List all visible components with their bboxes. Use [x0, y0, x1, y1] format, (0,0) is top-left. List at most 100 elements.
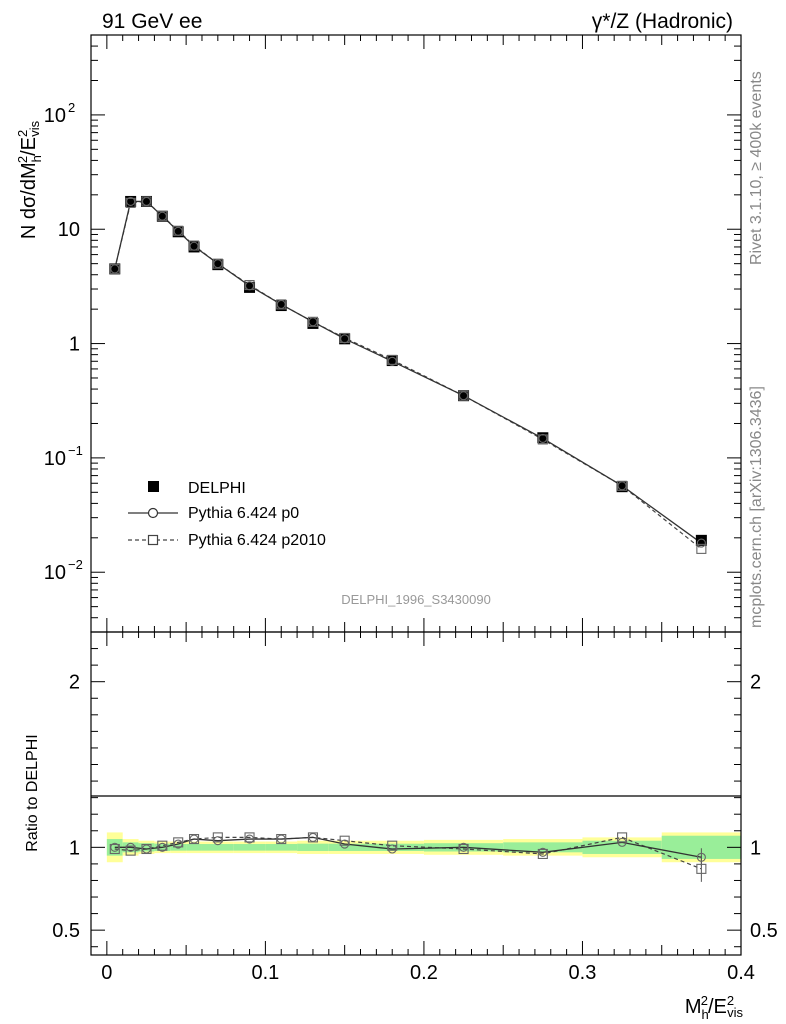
ratio-p2010-point	[125, 845, 136, 856]
ratio-p0-point	[308, 832, 318, 842]
ratio-x-tick-label: 0.3	[569, 962, 597, 984]
main-y-tick-label: 10	[58, 219, 80, 241]
p0-point	[276, 299, 286, 309]
ratio-band-green	[503, 842, 583, 853]
ratio-panel: 2 2 1 1 0.5 0.5 0 0.1 0.2 0.3 0.4 Ratio to DELPHI…	[24, 631, 778, 1022]
ratio-p2010-point	[696, 863, 707, 874]
title-left: 91 GeV ee	[102, 10, 202, 33]
legend-marker-delphi	[148, 481, 159, 492]
p0-point	[189, 241, 199, 251]
ratio-band-green	[328, 843, 361, 851]
delphi-point	[109, 263, 121, 275]
main-y-axis-title: N dσ/dMh2/E2vis	[15, 120, 44, 239]
ratio-y-tick-label-right: 2	[750, 672, 761, 694]
p0-point	[110, 264, 120, 274]
p0-point	[308, 317, 318, 327]
ratio-p0-point	[617, 837, 627, 847]
ratio-p0-point	[189, 834, 199, 844]
p2010-point	[125, 197, 136, 208]
delphi-point	[458, 390, 470, 402]
ratio-p0-point	[538, 847, 548, 857]
delphi-point	[275, 300, 287, 312]
ratio-band-green	[138, 843, 155, 852]
legend: DELPHI Pythia 6.424 p0 Pythia 6.424 p201…	[128, 480, 326, 549]
ratio-p0-point	[276, 834, 286, 844]
legend-label-p2010: Pythia 6.424 p2010	[188, 532, 326, 549]
ratio-line-p0	[114, 836, 702, 858]
ratio-y-tick-labels: 2 2 1 1 0.5 0.5	[52, 672, 778, 942]
ratio-frame	[90, 631, 742, 956]
p2010-point	[387, 354, 398, 365]
delphi-point	[307, 317, 319, 329]
ratio-band-green	[360, 843, 424, 851]
ratio-p0-point	[110, 842, 120, 852]
ratio-p0-point	[141, 844, 152, 854]
ratio-x-tick-labels: 0 0.1 0.2 0.3 0.4	[101, 962, 755, 984]
delphi-point	[140, 195, 152, 207]
p0-point	[141, 196, 152, 207]
delphi-point	[156, 210, 168, 222]
p2010-point	[696, 543, 707, 554]
ratio-p2010-point	[157, 840, 168, 851]
mcplots-label: mcplots.cern.ch [arXiv:1306.3436]	[748, 386, 765, 628]
main-ticks	[91, 34, 742, 633]
ratio-x-axis-title: Mh2/E2 vis	[685, 993, 744, 1022]
legend-label-delphi: DELPHI	[188, 480, 246, 497]
ratio-y-axis-title: Ratio to DELPHI	[24, 734, 41, 851]
ratio-band-green	[201, 844, 234, 851]
main-y-tick-label: 10	[44, 448, 66, 470]
ratio-p2010-point	[387, 840, 398, 851]
delphi-point	[339, 333, 351, 345]
ratio-p0-point	[696, 852, 706, 862]
delphi-point	[188, 241, 200, 253]
main-y-tick-label: 1	[69, 334, 80, 356]
legend-marker-p2010	[147, 534, 159, 546]
delphi-point	[172, 226, 184, 238]
ratio-y-tick-label: 1	[69, 837, 80, 859]
ratio-p0-point	[173, 839, 183, 849]
ratio-band-green	[265, 844, 298, 851]
p0-point	[538, 433, 548, 443]
ratio-p0-point	[126, 842, 136, 852]
main-y-tick-label-exponent: −1	[68, 443, 83, 458]
ratio-x-tick-label: 0	[101, 962, 112, 984]
main-y-tick-label-exponent: 2	[68, 100, 75, 115]
ratio-p0-point	[157, 842, 167, 852]
ratio-y-tick-label-right: 0.5	[750, 920, 778, 942]
ratio-band-green	[233, 844, 266, 851]
ratio-x-tick-label: 0.2	[410, 962, 438, 984]
p0-point	[213, 259, 223, 269]
delphi-point	[125, 195, 137, 207]
ratio-y-tick-label-right: 1	[750, 837, 761, 859]
legend-label-p0: Pythia 6.424 p0	[188, 505, 299, 522]
main-series-layer	[109, 195, 707, 554]
title-right: γ*/Z (Hadronic)	[592, 10, 733, 33]
p0-point	[173, 226, 183, 236]
p0-point	[696, 538, 706, 548]
ratio-x-tick-label: 0.1	[251, 962, 279, 984]
ratio-p2010-point	[537, 848, 548, 860]
delphi-point	[386, 355, 398, 367]
ratio-ticks	[91, 632, 742, 955]
delphi-point	[537, 432, 549, 444]
p0-point	[617, 481, 627, 491]
ratio-p2010-point	[617, 832, 628, 843]
ratio-p2010-point	[458, 843, 469, 855]
ratio-band-green	[582, 840, 662, 854]
delphi-point	[212, 259, 224, 271]
rivet-label: Rivet 3.1.10, ≥ 400k events	[748, 71, 765, 265]
delphi-point	[695, 534, 707, 546]
ratio-band-green	[186, 844, 202, 851]
main-y-tick-label: 10	[44, 105, 66, 127]
ratio-p0-point	[213, 836, 223, 846]
p0-point	[340, 334, 350, 344]
delphi-point	[244, 281, 256, 293]
analysis-id-label: DELPHI_1996_S3430090	[341, 592, 491, 607]
ratio-p0-point	[244, 834, 255, 844]
ratio-p2010-point	[109, 843, 120, 855]
ratio-p2010-point	[212, 832, 223, 843]
ratio-y-tick-label: 2	[69, 672, 80, 694]
